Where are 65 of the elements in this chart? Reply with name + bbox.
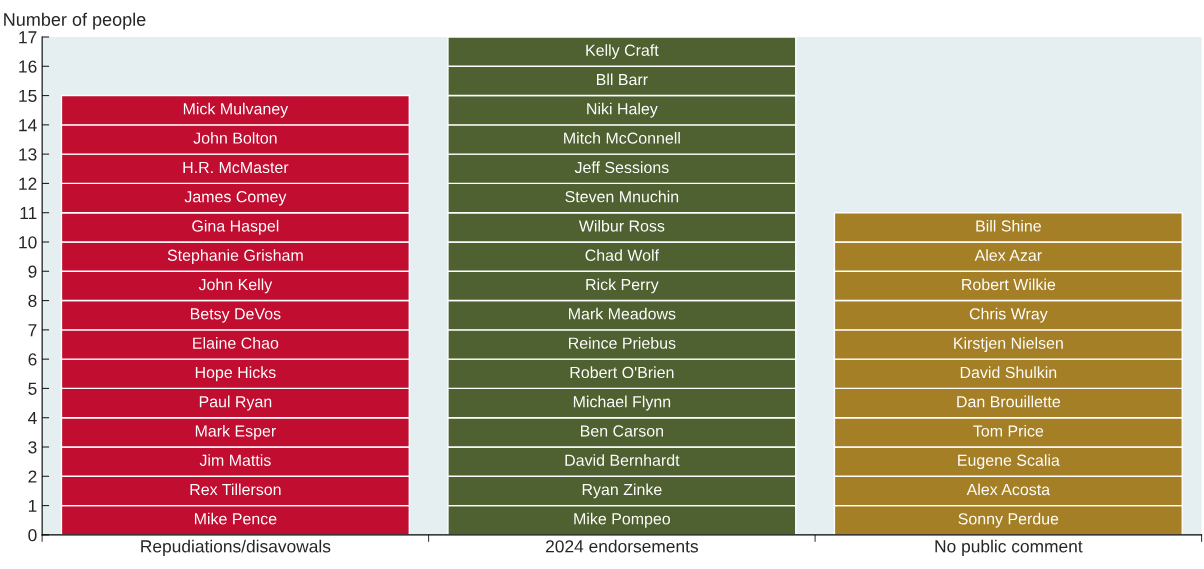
y-tick-label: 11 [20, 207, 37, 219]
data-label: Chad Wolf [585, 249, 660, 261]
data-label: Hope Hicks [195, 366, 276, 382]
data-label: Niki Haley [587, 102, 658, 118]
x-tick-label: 2024 endorsements [546, 539, 698, 553]
data-label: Chris Wray [969, 307, 1048, 323]
y-tick-label: 6 [28, 353, 37, 366]
data-label: Mike Pence [194, 512, 277, 525]
data-label: Mick Mulvaney [183, 102, 289, 118]
data-label: Mike Pompeo [574, 512, 671, 528]
data-label: James Comey [184, 191, 287, 206]
data-label: Jeff Sessions [574, 161, 669, 174]
y-tick-label: 8 [28, 294, 37, 308]
data-label: Stephanie Grisham [167, 249, 303, 265]
y-tick-label: 0 [28, 529, 37, 542]
y-tick-label: 15 [19, 89, 37, 103]
data-label: Tom Price [973, 424, 1044, 437]
y-tick-label: 1 [28, 499, 37, 512]
data-label: H.R. McMaster [183, 161, 289, 174]
data-label: Rex Tillerson [190, 483, 281, 496]
data-label: Rick Perry [586, 278, 659, 294]
data-label: Bill Shine [976, 219, 1041, 232]
data-label: Steven Mnuchin [565, 190, 679, 203]
y-tick-label: 7 [28, 324, 37, 337]
y-tick-label: 17 [19, 31, 37, 44]
data-label: Betsy DeVos [190, 308, 281, 323]
data-label: David Bernhardt [565, 454, 680, 466]
data-label: John Bolton [193, 132, 277, 144]
data-label: Ryan Zinke [582, 483, 662, 499]
data-label: Sonny Perdue [958, 512, 1059, 528]
data-label: Ben Carson [581, 425, 663, 437]
y-tick-label: 10 [19, 236, 37, 249]
data-label: David Shulkin [960, 366, 1057, 379]
data-label: Michael Flynn [573, 395, 671, 411]
data-label: Paul Ryan [199, 395, 272, 411]
data-label: Bll Barr [597, 73, 648, 86]
y-tick-label: 5 [28, 382, 37, 395]
data-label: Robert Wilkie [962, 278, 1056, 291]
y-tick-label: 4 [28, 412, 37, 424]
data-label: Reince Priebus [569, 337, 676, 349]
data-label: Dan Brouillette [957, 395, 1061, 408]
data-label: Kelly Craft [586, 44, 659, 60]
data-label: Alex Azar [974, 249, 1042, 261]
data-label: Eugene Scalia [958, 454, 1060, 470]
y-tick-label: 16 [19, 60, 37, 73]
y-axis-title: Number of people [4, 12, 146, 30]
data-label: Mark Esper [195, 424, 276, 440]
data-label: Alex Acosta [966, 483, 1051, 496]
y-tick-label: 13 [19, 148, 37, 161]
data-label: Gina Haspel [192, 219, 279, 235]
y-tick-label: 14 [19, 119, 37, 132]
data-label: John Kelly [198, 278, 273, 294]
x-tick-label: No public comment [935, 539, 1083, 556]
data-label: Elaine Chao [193, 337, 279, 349]
data-label: Mark Meadows [569, 307, 676, 320]
y-tick-label: 3 [28, 441, 37, 454]
x-tick-label: Repudiations/disavowals [141, 539, 331, 556]
data-label: Mitch McConnell [564, 132, 680, 144]
y-tick-label: 9 [28, 265, 37, 278]
data-label: Jim Mattis [199, 454, 271, 466]
data-label: Wilbur Ross [578, 219, 665, 232]
data-label: Robert O'Brien [570, 366, 674, 379]
data-label: Kirstjen Nielsen [954, 337, 1063, 352]
y-tick-label: 12 [19, 177, 37, 190]
y-tick-label: 2 [28, 470, 37, 483]
